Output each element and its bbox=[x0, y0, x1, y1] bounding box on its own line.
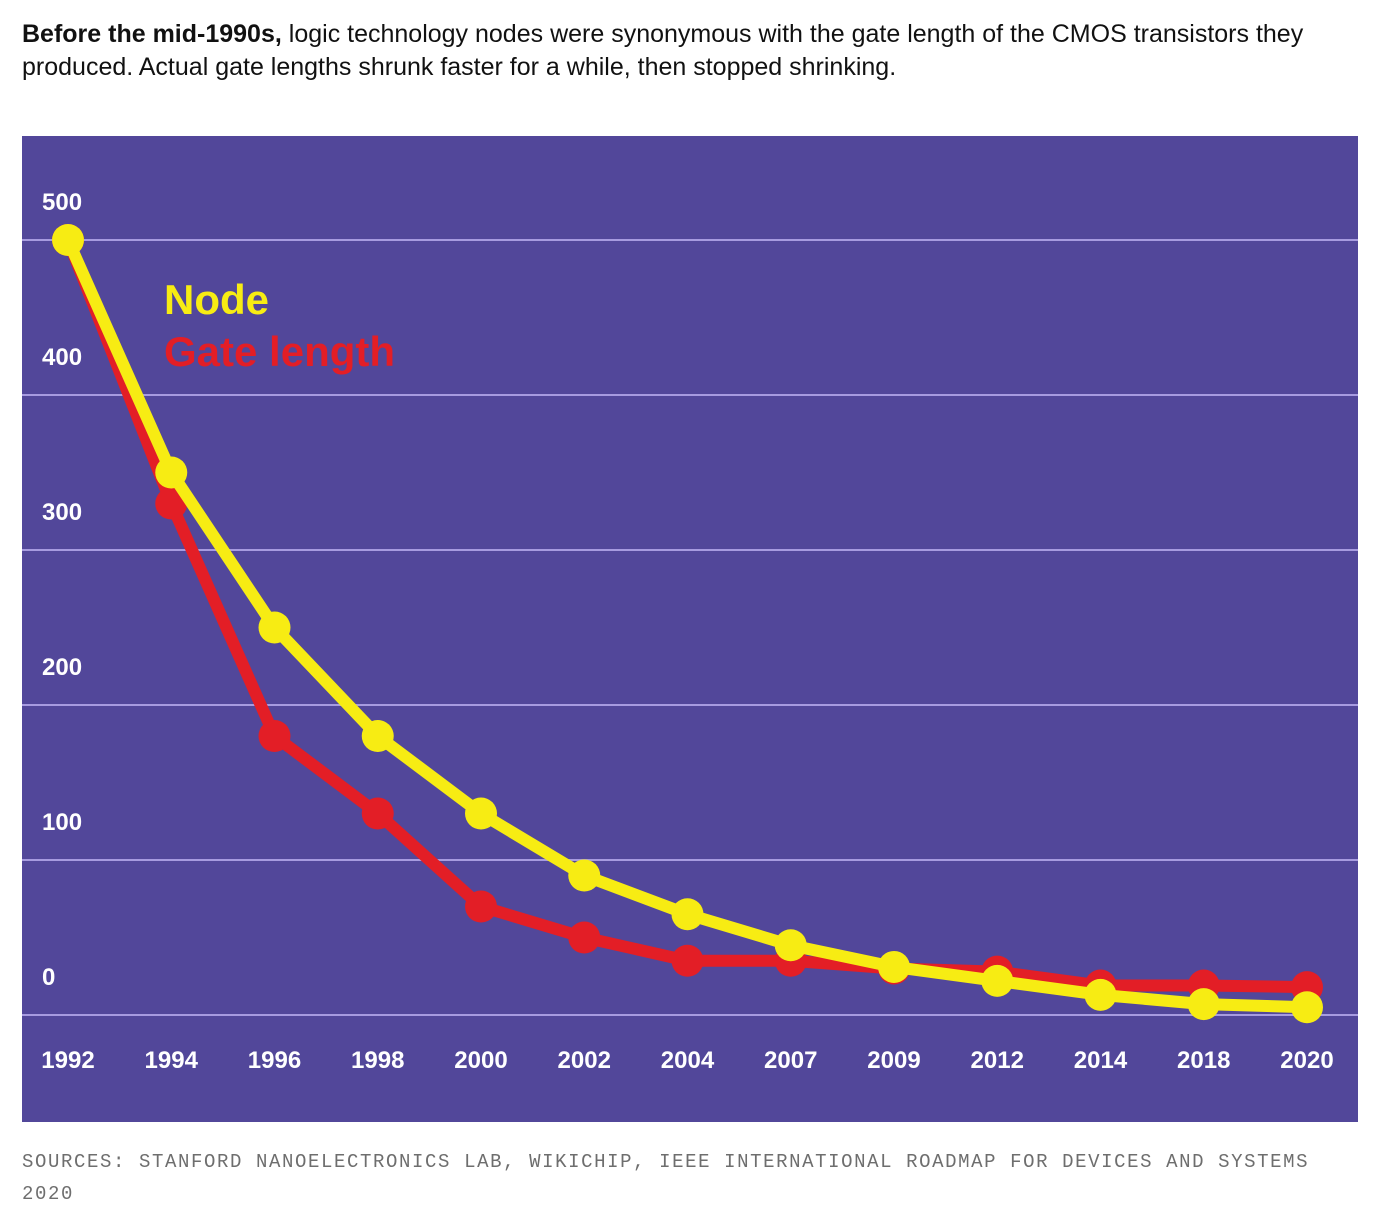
chart: 500 400 300 200 100 0 1992 1994 1996 1998 2000 200… bbox=[22, 136, 1358, 1122]
x-tick-label: 1998 bbox=[351, 1047, 404, 1074]
data-point-node bbox=[774, 929, 807, 962]
data-point-node bbox=[258, 611, 291, 644]
x-tick-label: 2014 bbox=[1074, 1047, 1128, 1074]
data-point-gate-length bbox=[258, 720, 291, 752]
y-tick-label: 0 bbox=[42, 964, 55, 991]
data-point-node bbox=[1084, 978, 1117, 1011]
data-point-node bbox=[361, 720, 394, 752]
x-tick-label: 2002 bbox=[558, 1047, 611, 1074]
gridlines bbox=[22, 239, 1358, 1016]
data-point-node bbox=[52, 224, 84, 256]
data-point-node bbox=[568, 859, 601, 892]
data-point-node bbox=[155, 456, 188, 489]
x-tick-label: 2009 bbox=[867, 1047, 920, 1074]
x-tick-label: 1994 bbox=[145, 1047, 199, 1074]
intro-text: logic technology nodes were synonymous w… bbox=[22, 20, 1304, 81]
y-tick-label: 100 bbox=[42, 809, 82, 836]
series-node bbox=[52, 224, 1323, 1024]
y-tick-label: 400 bbox=[42, 344, 82, 371]
sources-note: SOURCES: STANFORD NANOELECTRONICS LAB, W… bbox=[22, 1151, 1310, 1205]
legend-gate-length: Gate length bbox=[164, 328, 395, 375]
data-point-node bbox=[465, 797, 497, 830]
data-point-gate-length bbox=[671, 944, 704, 977]
x-tick-label: 2000 bbox=[454, 1047, 507, 1074]
x-tick-label: 2012 bbox=[971, 1047, 1024, 1074]
x-tick-label: 1996 bbox=[248, 1047, 301, 1074]
data-point-gate-length bbox=[568, 921, 601, 954]
y-tick-label: 300 bbox=[42, 499, 82, 526]
data-point-node bbox=[1187, 988, 1220, 1021]
data-point-gate-length bbox=[465, 890, 497, 923]
data-point-node bbox=[878, 950, 910, 983]
chart-svg: 500 400 300 200 100 0 1992 1994 1996 1998 2000 200… bbox=[22, 136, 1358, 1122]
x-tick-label: 2020 bbox=[1280, 1047, 1333, 1074]
x-tick-label: 2018 bbox=[1177, 1047, 1230, 1074]
intro-paragraph: Before the mid-1990s, logic technology n… bbox=[22, 18, 1352, 84]
data-point-node bbox=[671, 898, 704, 931]
x-tick-label: 2004 bbox=[661, 1047, 715, 1074]
data-point-gate-length bbox=[361, 797, 394, 830]
data-point-node bbox=[1291, 991, 1323, 1024]
y-axis-ticks: 500 400 300 200 100 0 bbox=[42, 189, 82, 991]
data-point-node bbox=[981, 964, 1014, 997]
series bbox=[52, 224, 1323, 1024]
data-point-gate-length bbox=[155, 487, 188, 520]
x-tick-label: 1992 bbox=[41, 1047, 94, 1074]
x-tick-label: 2007 bbox=[764, 1047, 817, 1074]
y-tick-label: 200 bbox=[42, 654, 82, 681]
x-axis-ticks: 1992 1994 1996 1998 2000 2002 2004 2007 2009 2012… bbox=[41, 1047, 1333, 1074]
y-tick-label: 500 bbox=[42, 189, 82, 216]
intro-bold: Before the mid-1990s, bbox=[22, 20, 282, 48]
legend-node: Node bbox=[164, 276, 269, 323]
legend: Node Gate length bbox=[164, 276, 395, 375]
